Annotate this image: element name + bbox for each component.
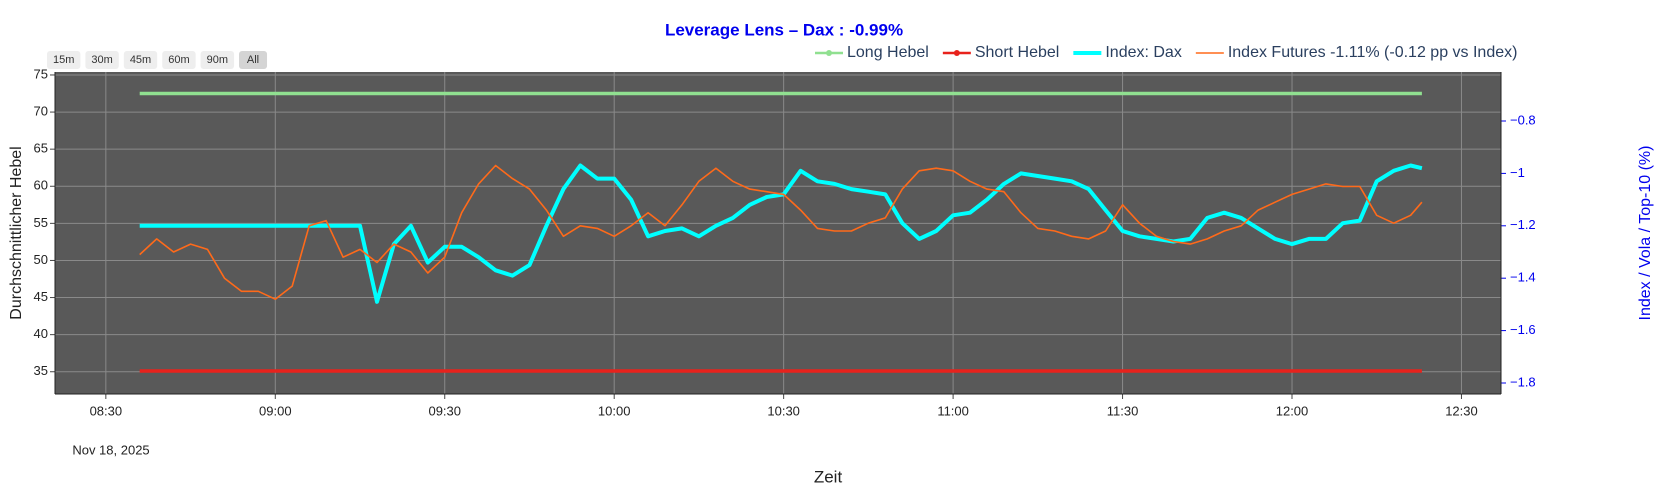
- x-tick-label: 12:00: [1276, 403, 1309, 418]
- range-button[interactable]: 60m: [162, 51, 196, 69]
- x-tick-label: 09:30: [428, 403, 461, 418]
- range-button-label: 30m: [91, 54, 112, 66]
- range-button-label: 45m: [130, 54, 151, 66]
- range-button-label: 60m: [168, 54, 189, 66]
- x-tick-label: 10:00: [598, 403, 631, 418]
- chart-title: Leverage Lens – Dax : -0.99%: [665, 20, 903, 39]
- legend-label: Long Hebel: [847, 44, 929, 61]
- y-tick-label: 60: [34, 178, 48, 193]
- y2-tick-label: −1.6: [1510, 322, 1536, 337]
- y-axis-title: Durchschnittlicher Hebel: [8, 146, 25, 319]
- legend-marker: [826, 50, 832, 56]
- range-button-label: 15m: [53, 54, 74, 66]
- x-tick-label: 11:30: [1107, 403, 1139, 418]
- y2-tick-label: −0.8: [1510, 112, 1536, 127]
- range-button[interactable]: 15m: [47, 51, 81, 69]
- y-tick-label: 45: [34, 289, 48, 304]
- y2-tick-label: −1.8: [1510, 374, 1536, 389]
- range-button[interactable]: 30m: [85, 51, 119, 69]
- range-button-bg: [47, 51, 81, 69]
- x-tick-label: 08:30: [90, 403, 123, 418]
- y-tick-label: 75: [34, 66, 48, 81]
- range-button-bg: [162, 51, 196, 69]
- legend-label: Index: Dax: [1105, 44, 1181, 61]
- y-tick-label: 40: [34, 326, 48, 341]
- range-button[interactable]: 45m: [123, 51, 158, 69]
- y-tick-label: 70: [34, 104, 48, 119]
- y-tick-label: 55: [34, 215, 48, 230]
- y-tick-label: 35: [34, 363, 48, 378]
- y-tick-label: 65: [34, 141, 48, 156]
- range-button-bg: [85, 51, 119, 69]
- x-date-label: Nov 18, 2025: [72, 442, 149, 457]
- plot-background: [55, 72, 1501, 394]
- legend: Long Hebel Short Hebel Index: Dax Index Fut…: [815, 44, 1517, 61]
- y-tick-label: 50: [34, 252, 48, 267]
- range-button[interactable]: All: [239, 51, 268, 69]
- x-tick-label: 09:00: [259, 403, 292, 418]
- range-button-bg: [200, 51, 235, 69]
- y2-tick-label: −1: [1510, 165, 1525, 180]
- legend-marker: [953, 50, 960, 56]
- x-tick-label: 11:00: [937, 403, 969, 418]
- legend-label: Index Futures -1.11% (-0.12 pp vs Index): [1228, 44, 1518, 61]
- series-line: [139, 164, 1423, 300]
- range-button-label: 90m: [207, 54, 228, 66]
- y2-tick-label: −1.4: [1510, 270, 1536, 285]
- x-tick-label: 12:30: [1445, 403, 1478, 418]
- legend-label: Short Hebel: [975, 44, 1060, 61]
- y2-axis-title: Index / Vola / Top-10 (%): [1637, 146, 1654, 321]
- range-button-bg: [239, 51, 268, 69]
- y2-tick-label: −1.2: [1510, 217, 1536, 232]
- x-axis-title: Zeit: [814, 467, 843, 486]
- range-button[interactable]: 90m: [200, 51, 235, 69]
- range-button-bg: [123, 51, 158, 69]
- range-button-label: All: [247, 54, 259, 66]
- x-tick-label: 10:30: [767, 403, 800, 418]
